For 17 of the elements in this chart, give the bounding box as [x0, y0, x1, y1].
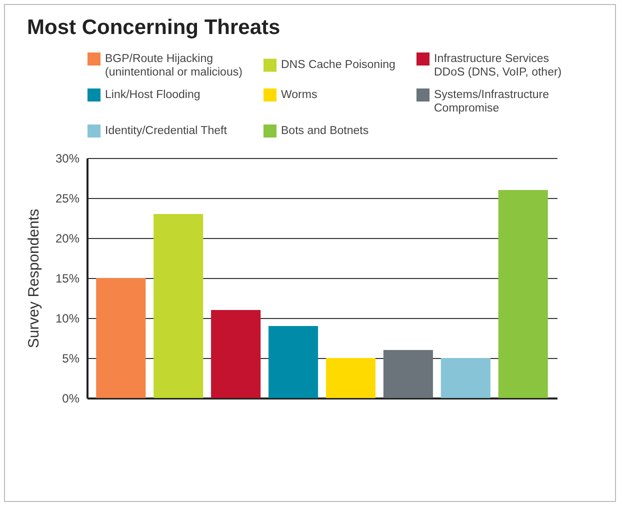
chart-title: Most Concerning Threats [27, 16, 280, 39]
legend-label: BGP/Route Hijacking (unintentional or malicious) [105, 53, 243, 78]
y-tick-label: 20% [55, 232, 80, 246]
legend-label: Systems/Infrastructure Compromise [434, 89, 550, 114]
legend-label: Identity/Credential Theft [105, 125, 228, 137]
y-tick-label: 30% [55, 152, 80, 166]
legend-label: Worms [281, 89, 318, 101]
y-tick-label: 0% [62, 392, 80, 406]
y-tick-label: 25% [55, 192, 80, 206]
legend-label: Infrastructure Services DDoS (DNS, VoIP, other) [434, 53, 562, 78]
y-axis-title: Survey Respondents [25, 208, 42, 348]
y-tick-label: 10% [55, 312, 80, 326]
y-tick-label: 15% [55, 272, 80, 286]
y-tick-label: 5% [62, 352, 80, 366]
legend-label: Bots and Botnets [281, 125, 369, 137]
legend-label: Link/Host Flooding [105, 89, 200, 101]
legend-label: DNS Cache Poisoning [281, 59, 396, 72]
